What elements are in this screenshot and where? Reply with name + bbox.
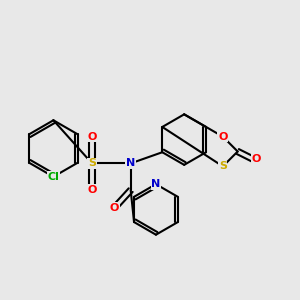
Text: N: N <box>126 158 135 168</box>
Text: O: O <box>218 132 227 142</box>
Text: N: N <box>151 179 160 189</box>
Text: O: O <box>251 154 261 164</box>
Text: S: S <box>88 158 96 168</box>
Text: S: S <box>219 161 227 171</box>
Text: Cl: Cl <box>47 172 59 182</box>
Text: O: O <box>87 132 97 142</box>
Text: O: O <box>87 185 97 195</box>
Text: O: O <box>110 203 119 213</box>
